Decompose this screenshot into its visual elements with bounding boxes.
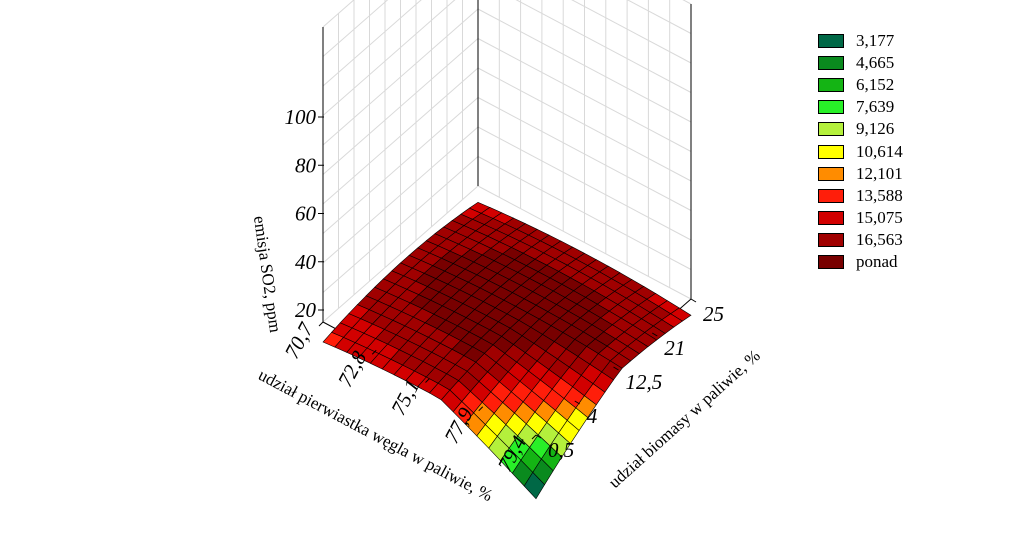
legend-item: 4,665	[818, 52, 928, 74]
z-tick-label: 20	[295, 298, 317, 322]
legend-swatch	[818, 122, 844, 137]
x-tick-mark	[425, 378, 430, 383]
y-tick-label: 25	[703, 302, 724, 326]
legend-label: ponad	[856, 251, 898, 271]
legend-swatch	[818, 188, 844, 203]
legend-label: 10,614	[856, 141, 903, 161]
z-tick-label: 80	[295, 153, 317, 177]
legend-item: 3,177	[818, 30, 928, 52]
y-tick-label: 0,5	[548, 438, 574, 462]
back-grid	[322, 0, 692, 323]
y-axis-ticks: 0,5 4 12,521 25	[535, 298, 724, 462]
legend-item: 7,639	[818, 96, 928, 118]
y-axis-title: udział biomasy w paliwie, %	[605, 346, 764, 492]
x-tick-mark	[478, 406, 484, 412]
legend-item: 6,152	[818, 74, 928, 96]
legend-label: 9,126	[856, 119, 895, 139]
legend-item: 15,075	[818, 207, 928, 229]
surface-cell	[523, 471, 545, 500]
legend-swatch	[818, 232, 844, 247]
legend-label: 3,177	[856, 31, 895, 51]
legend-swatch	[818, 254, 844, 269]
y-tick-label: 12,5	[626, 370, 663, 394]
legend-item: 16,563	[818, 229, 928, 251]
x-tick-mark	[531, 434, 537, 440]
y-tick-label: 4	[587, 404, 598, 428]
z-tick-label: 60	[295, 202, 317, 226]
z-tick-label: 40	[295, 250, 317, 274]
legend-item: 9,126	[818, 118, 928, 140]
legend-item: 10,614	[818, 140, 928, 162]
y-tick-mark	[613, 366, 619, 371]
legend-label: 13,588	[856, 185, 903, 205]
legend-label: 16,563	[856, 229, 903, 249]
legend-swatch	[818, 56, 844, 71]
legend-label: 7,639	[856, 97, 895, 117]
x-tick-mark	[371, 349, 377, 355]
legend-item: ponad	[818, 251, 928, 273]
legend-item: 12,101	[818, 163, 928, 185]
legend-swatch	[818, 100, 844, 115]
z-axis-ticks: 20 40 60 80 100	[285, 105, 324, 322]
z-axis-title: emisja SO2, ppm	[250, 215, 285, 334]
legend-item: 13,588	[818, 185, 928, 207]
legend-label: 15,075	[856, 207, 903, 227]
legend-swatch	[818, 34, 844, 49]
x-tick-mark	[318, 321, 324, 327]
z-tick-label: 100	[285, 105, 317, 129]
legend-swatch	[818, 166, 844, 181]
legend: 3,177 4,665 6,152 7,639 9,126 10,614 12,101 13,…	[818, 30, 928, 273]
y-tick-label: 21	[664, 336, 685, 360]
legend-swatch	[818, 144, 844, 159]
y-tick-mark	[690, 298, 697, 303]
legend-label: 4,665	[856, 53, 895, 73]
legend-label: 6,152	[856, 75, 895, 95]
surface-mesh	[322, 201, 692, 500]
y-tick-mark	[574, 400, 581, 405]
y-tick-mark	[651, 332, 658, 337]
legend-label: 12,101	[856, 163, 903, 183]
legend-swatch	[818, 78, 844, 93]
x-tick-label: 70,7	[280, 318, 319, 363]
legend-swatch	[818, 210, 844, 225]
y-tick-mark	[535, 434, 542, 439]
